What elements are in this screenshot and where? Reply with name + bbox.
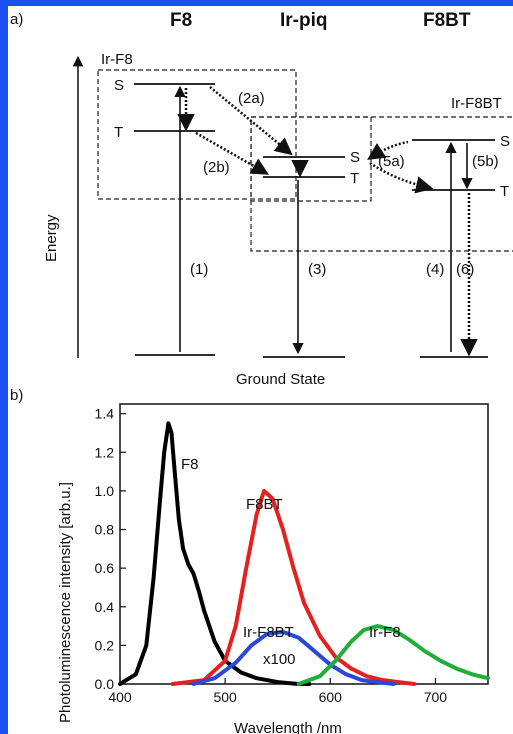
y-tick-label: 1.0 bbox=[95, 483, 115, 499]
y-tick-label: 0.4 bbox=[95, 599, 115, 615]
box-ir-f8bt bbox=[250, 116, 513, 252]
label-t-f8bt: T bbox=[500, 183, 509, 200]
transition-4: (4) bbox=[426, 261, 444, 278]
y-tick-label: 0.8 bbox=[95, 522, 115, 538]
arrow-2b bbox=[195, 131, 270, 175]
top-border bbox=[0, 0, 513, 6]
series-ir-f8bt bbox=[191, 629, 396, 686]
box-ir-f8-label: Ir-F8 bbox=[101, 51, 133, 68]
header-f8: F8 bbox=[170, 10, 192, 31]
transition-2b: (2b) bbox=[203, 159, 230, 176]
series-ir-f8 bbox=[296, 624, 490, 686]
annotation-f8bt: F8BT bbox=[246, 496, 283, 513]
panel-a-label: a) bbox=[10, 11, 23, 28]
y-tick-label: 1.2 bbox=[95, 444, 115, 460]
x-tick-label: 700 bbox=[424, 689, 448, 705]
transition-5b: (5b) bbox=[472, 153, 499, 170]
arrow-2a bbox=[209, 86, 293, 156]
label-s-irpiq: S bbox=[350, 149, 360, 166]
annotation-x100: x100 bbox=[263, 651, 296, 668]
annotation-ir-f8: Ir-F8 bbox=[369, 624, 401, 641]
y-tick-label: 0.6 bbox=[95, 560, 115, 576]
header-ir-piq: Ir-piq bbox=[280, 10, 328, 31]
left-border bbox=[0, 0, 8, 734]
x-axis-label: Wavelength /nm bbox=[234, 720, 342, 734]
x-tick-label: 500 bbox=[213, 689, 237, 705]
transition-6: (6) bbox=[456, 261, 474, 278]
transition-3: (3) bbox=[308, 261, 326, 278]
y-tick-label: 1.4 bbox=[95, 406, 115, 422]
transition-1: (1) bbox=[190, 261, 208, 278]
transition-2a: (2a) bbox=[238, 90, 265, 107]
series-f8bt bbox=[170, 488, 417, 686]
annotation-f8: F8 bbox=[181, 456, 199, 473]
panel-b-label: b) bbox=[10, 387, 23, 404]
x-tick-label: 600 bbox=[319, 689, 343, 705]
label-t-irpiq: T bbox=[350, 170, 359, 187]
y-axis-label: Photoluminescence intensity [arb.u.] bbox=[57, 482, 74, 723]
arrow-5a-lower bbox=[369, 161, 434, 194]
annotation-ir-f8bt: Ir-F8BT bbox=[243, 624, 294, 641]
box-ir-f8 bbox=[97, 69, 297, 200]
energy-axis-label: Energy bbox=[43, 214, 60, 262]
label-s-f8bt: S bbox=[500, 133, 510, 150]
series-f8 bbox=[118, 421, 312, 686]
ground-state-label: Ground State bbox=[236, 371, 325, 388]
label-t-f8: T bbox=[114, 124, 123, 141]
y-tick-label: 0.2 bbox=[95, 637, 115, 653]
x-tick-label: 400 bbox=[108, 689, 132, 705]
plot-area: 400 500 600 700 0.0 0.2 0.4 0.6 0.8 1.0 1.2 1.4 bbox=[95, 403, 490, 705]
header-f8bt: F8BT bbox=[423, 10, 471, 31]
y-tick-label: 0.0 bbox=[95, 676, 115, 692]
transition-5a: (5a) bbox=[378, 153, 405, 170]
box-ir-f8bt-label: Ir-F8BT bbox=[451, 95, 502, 112]
label-s-f8: S bbox=[114, 77, 124, 94]
